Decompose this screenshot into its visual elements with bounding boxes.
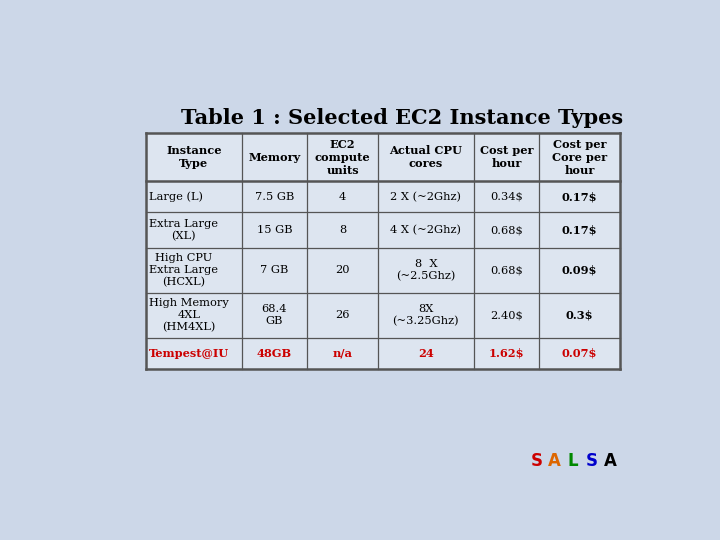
Text: A: A	[603, 452, 616, 470]
Text: 0.17$: 0.17$	[562, 225, 598, 235]
Text: 8X
(~3.25Ghz): 8X (~3.25Ghz)	[392, 304, 459, 326]
Text: n/a: n/a	[333, 348, 353, 359]
Text: 7.5 GB: 7.5 GB	[255, 192, 294, 202]
Text: 0.07$: 0.07$	[562, 348, 598, 359]
Text: Cost per
hour: Cost per hour	[480, 145, 534, 170]
Text: High CPU
Extra Large
(HCXL): High CPU Extra Large (HCXL)	[149, 253, 218, 287]
Bar	[145, 248, 620, 293]
Text: L: L	[568, 452, 579, 470]
Text: S: S	[585, 452, 598, 470]
Bar	[145, 212, 620, 248]
Text: 8  X
(~2.5Ghz): 8 X (~2.5Ghz)	[396, 259, 456, 281]
Text: 2.40$: 2.40$	[490, 310, 523, 320]
Text: Memory: Memory	[248, 152, 300, 163]
Bar	[145, 338, 620, 369]
Bar	[145, 293, 620, 338]
Text: 0.68$: 0.68$	[490, 265, 523, 275]
Text: Extra Large
(XL): Extra Large (XL)	[149, 219, 218, 241]
Text: 1.62$: 1.62$	[489, 348, 524, 359]
Text: 48GB: 48GB	[257, 348, 292, 359]
Text: Tempest@IU: Tempest@IU	[149, 348, 229, 359]
Text: S: S	[531, 452, 542, 470]
Text: 4: 4	[339, 192, 346, 202]
Text: 20: 20	[336, 265, 350, 275]
Text: Instance
Type: Instance Type	[166, 145, 222, 170]
Text: 8: 8	[339, 225, 346, 235]
Bar	[145, 181, 620, 212]
Text: 0.34$: 0.34$	[490, 192, 523, 202]
Text: 0.09$: 0.09$	[562, 265, 598, 276]
Text: EC2
compute
units: EC2 compute units	[315, 139, 370, 176]
Text: A: A	[549, 452, 562, 470]
Text: Actual CPU
cores: Actual CPU cores	[390, 145, 462, 170]
Bar	[145, 133, 620, 181]
Text: Large (L): Large (L)	[149, 192, 203, 202]
Text: Table 1 : Selected EC2 Instance Types: Table 1 : Selected EC2 Instance Types	[181, 109, 624, 129]
Text: 7 GB: 7 GB	[260, 265, 289, 275]
Text: Cost per
Core per
hour: Cost per Core per hour	[552, 139, 607, 176]
Text: High Memory
4XL
(HM4XL): High Memory 4XL (HM4XL)	[149, 298, 229, 332]
Text: 24: 24	[418, 348, 433, 359]
Text: 4 X (~2Ghz): 4 X (~2Ghz)	[390, 225, 462, 235]
Text: 0.17$: 0.17$	[562, 191, 598, 202]
Text: 0.68$: 0.68$	[490, 225, 523, 235]
Text: 68.4
GB: 68.4 GB	[261, 305, 287, 326]
Text: 0.3$: 0.3$	[566, 309, 593, 321]
Text: 15 GB: 15 GB	[256, 225, 292, 235]
Text: 26: 26	[336, 310, 350, 320]
Text: 2 X (~2Ghz): 2 X (~2Ghz)	[390, 192, 462, 202]
